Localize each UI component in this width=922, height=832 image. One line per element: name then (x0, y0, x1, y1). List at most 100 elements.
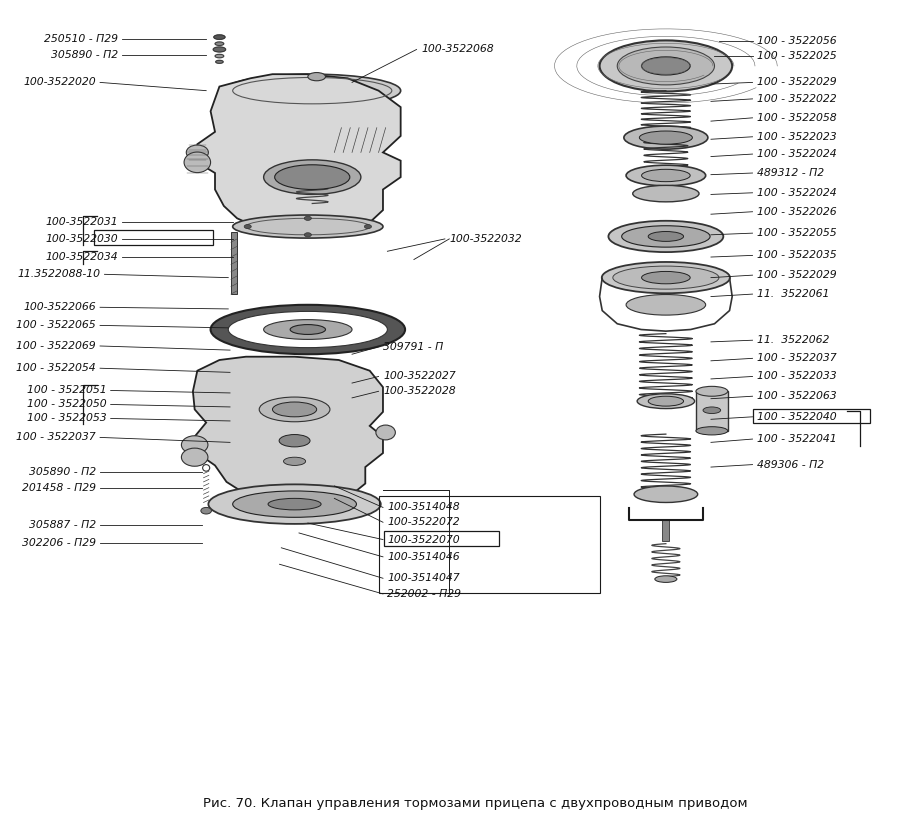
Ellipse shape (224, 74, 401, 107)
Ellipse shape (229, 311, 387, 348)
Text: 100 - 3522033: 100 - 3522033 (757, 371, 836, 381)
Text: 489306 - П2: 489306 - П2 (757, 459, 824, 469)
Text: 100 - 3522054: 100 - 3522054 (16, 364, 96, 374)
Text: 489312 - П2: 489312 - П2 (757, 168, 824, 178)
Ellipse shape (642, 57, 691, 75)
Ellipse shape (186, 145, 208, 160)
Ellipse shape (602, 262, 730, 293)
Text: 100 - 3522040: 100 - 3522040 (757, 412, 836, 422)
Text: 100-3522072: 100-3522072 (387, 518, 460, 527)
Ellipse shape (216, 61, 223, 63)
Ellipse shape (244, 225, 252, 229)
Ellipse shape (696, 427, 727, 435)
Ellipse shape (182, 448, 208, 466)
Ellipse shape (304, 233, 312, 237)
Ellipse shape (208, 484, 381, 524)
Text: 100-3522031: 100-3522031 (45, 217, 118, 227)
Text: 100 - 3522035: 100 - 3522035 (757, 250, 836, 260)
Text: 100 - 3522041: 100 - 3522041 (757, 434, 836, 444)
Text: 100 - 3522029: 100 - 3522029 (757, 77, 836, 87)
Text: 252002 - П29: 252002 - П29 (387, 589, 461, 599)
Text: 100 - 3522058: 100 - 3522058 (757, 113, 836, 123)
Text: 100 - 3522055: 100 - 3522055 (757, 228, 836, 238)
Text: 100-3514048: 100-3514048 (387, 503, 460, 513)
Ellipse shape (642, 271, 691, 284)
Ellipse shape (279, 434, 310, 447)
Ellipse shape (290, 324, 325, 334)
Ellipse shape (609, 220, 724, 252)
Text: 11.  3522062: 11. 3522062 (757, 335, 829, 345)
Text: 100 - 3522024: 100 - 3522024 (757, 188, 836, 198)
Text: 100 - 3522069: 100 - 3522069 (16, 341, 96, 351)
Text: 100 - 3522037: 100 - 3522037 (757, 354, 836, 364)
Text: 100 - 3522024: 100 - 3522024 (757, 149, 836, 159)
Ellipse shape (626, 166, 705, 186)
Text: 100 - 3522053: 100 - 3522053 (27, 414, 106, 423)
Ellipse shape (264, 319, 352, 339)
Ellipse shape (273, 402, 316, 417)
Ellipse shape (364, 225, 372, 229)
Ellipse shape (284, 457, 305, 465)
Ellipse shape (621, 225, 710, 247)
Ellipse shape (376, 425, 396, 440)
Ellipse shape (184, 152, 210, 172)
Bar (662, 520, 669, 541)
Ellipse shape (696, 386, 727, 396)
Text: 100-3522034: 100-3522034 (45, 252, 118, 262)
Ellipse shape (232, 491, 357, 518)
Text: 100 - 3522056: 100 - 3522056 (757, 37, 836, 47)
Ellipse shape (626, 295, 705, 315)
Ellipse shape (232, 215, 383, 238)
Ellipse shape (642, 169, 691, 181)
Ellipse shape (210, 305, 405, 354)
Text: 100 - 3522051: 100 - 3522051 (27, 385, 106, 395)
Bar (384, 532, 499, 546)
Text: 100 - 3522026: 100 - 3522026 (757, 206, 836, 216)
Ellipse shape (613, 266, 719, 290)
Text: 11.3522088-10: 11.3522088-10 (18, 270, 100, 280)
Ellipse shape (215, 54, 224, 57)
Polygon shape (193, 357, 383, 504)
Text: Рис. 70. Клапан управления тормозами прицепа с двухпроводным приводом: Рис. 70. Клапан управления тормозами при… (204, 796, 748, 810)
Text: 309791 - П: 309791 - П (383, 342, 443, 352)
Text: 305890 - П2: 305890 - П2 (29, 467, 96, 477)
Ellipse shape (201, 508, 211, 514)
Ellipse shape (308, 72, 325, 81)
Bar (94, 230, 213, 245)
Text: 250510 - П29: 250510 - П29 (43, 34, 118, 44)
Text: 305890 - П2: 305890 - П2 (51, 50, 118, 60)
Text: 100-3522028: 100-3522028 (383, 386, 455, 396)
Ellipse shape (182, 436, 208, 454)
Ellipse shape (215, 42, 224, 46)
Ellipse shape (275, 165, 349, 190)
Ellipse shape (637, 394, 694, 409)
Ellipse shape (655, 576, 677, 582)
Text: 100-3522068: 100-3522068 (421, 44, 493, 54)
Polygon shape (197, 74, 401, 236)
Ellipse shape (264, 160, 361, 195)
Text: 100-3514047: 100-3514047 (387, 573, 460, 583)
Text: 100-3522020: 100-3522020 (23, 77, 96, 87)
Ellipse shape (599, 41, 732, 92)
Ellipse shape (304, 216, 312, 220)
Ellipse shape (639, 131, 692, 144)
Bar (379, 496, 599, 593)
Ellipse shape (617, 47, 715, 85)
Text: 100 - 3522050: 100 - 3522050 (27, 399, 106, 409)
Ellipse shape (213, 47, 226, 52)
Text: 100 - 3522023: 100 - 3522023 (757, 131, 836, 141)
Text: 100-3522070: 100-3522070 (387, 534, 460, 545)
Ellipse shape (648, 396, 683, 406)
Text: 302206 - П29: 302206 - П29 (21, 537, 96, 547)
Text: 100 - 3522037: 100 - 3522037 (16, 433, 96, 443)
Ellipse shape (648, 231, 683, 241)
Text: 305887 - П2: 305887 - П2 (29, 520, 96, 530)
Ellipse shape (268, 498, 321, 510)
Text: 100-3522030: 100-3522030 (45, 234, 118, 244)
Ellipse shape (214, 35, 225, 39)
Ellipse shape (624, 126, 708, 149)
Bar (696, 391, 727, 431)
Text: 100-3514046: 100-3514046 (387, 552, 460, 562)
Text: 100-3522066: 100-3522066 (23, 302, 96, 312)
Ellipse shape (632, 186, 699, 202)
